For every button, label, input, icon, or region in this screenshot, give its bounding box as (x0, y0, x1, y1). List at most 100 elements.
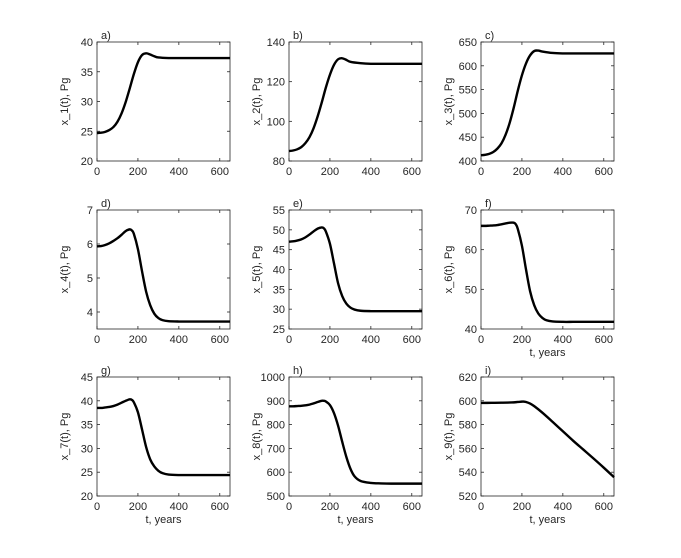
x-tick-label: 0 (94, 334, 100, 346)
y-tick-label: 6 (87, 239, 93, 251)
series-line (288, 226, 422, 313)
y-tick-label: 30 (81, 443, 93, 455)
y-tick-label: 30 (81, 97, 93, 109)
series-line (480, 221, 614, 324)
y-tick-label: 20 (81, 156, 93, 168)
y-tick-label: 620 (459, 372, 477, 384)
x-tick-label: 400 (554, 334, 572, 346)
y-tick-label: 40 (81, 396, 93, 408)
y-axis-label: x_4(t), Pg (59, 246, 71, 294)
x-tick-label: 0 (94, 501, 100, 513)
subplot-2: 0 200 400 600 80 100 120 140 b) x_2(t), Pg (251, 30, 423, 178)
x-tick-label: 0 (478, 334, 484, 346)
y-tick-label: 900 (267, 396, 285, 408)
x-axis-label: t, years (337, 514, 374, 526)
y-tick-label: 70 (465, 205, 477, 217)
x-tick-label: 600 (595, 166, 613, 178)
x-tick-label: 200 (513, 334, 531, 346)
y-tick-label: 45 (273, 245, 285, 257)
y-tick-label: 560 (459, 443, 477, 455)
x-tick-label: 200 (513, 501, 531, 513)
panel-label: b) (293, 30, 303, 42)
panel-label: f) (485, 198, 492, 210)
axes-box (96, 376, 231, 497)
x-tick-label: 400 (554, 166, 572, 178)
x-axis-label: t, years (529, 514, 566, 526)
x-tick-label: 600 (595, 334, 613, 346)
y-tick-label: 40 (465, 324, 477, 336)
y-axis-label: x_6(t), Pg (443, 246, 455, 294)
panel-label: g) (101, 365, 111, 377)
x-tick-label: 600 (403, 166, 421, 178)
y-tick-label: 35 (81, 67, 93, 79)
x-tick-label: 600 (211, 501, 229, 513)
y-axis-label: x_7(t), Pg (59, 413, 71, 461)
subplot-9: 0 200 400 600 520 540 560 580 600 620 i) x_9(t), Pg… (443, 365, 615, 526)
x-tick-label: 0 (286, 166, 292, 178)
x-tick-label: 200 (321, 334, 339, 346)
panel-label: e) (293, 198, 303, 210)
y-tick-label: 35 (273, 284, 285, 296)
y-axis-label: x_9(t), Pg (443, 413, 455, 461)
y-axis-label: x_3(t), Pg (443, 78, 455, 126)
y-tick-label: 580 (459, 420, 477, 432)
subplot-5: 0 200 400 600 25 30 35 40 45 50 55 e) x_5(t), Pg (251, 198, 423, 346)
series-line (480, 400, 615, 479)
y-axis-label: x_2(t), Pg (251, 78, 263, 126)
panel-label: c) (485, 30, 494, 42)
y-tick-label: 80 (273, 156, 285, 168)
y-tick-label: 800 (267, 420, 285, 432)
subplot-7: 0 200 400 600 20 25 30 35 40 45 g) x_7(t), Pg t, yea… (59, 365, 231, 526)
y-tick-label: 520 (459, 491, 477, 503)
y-tick-label: 700 (267, 443, 285, 455)
x-tick-label: 200 (129, 501, 147, 513)
series-line (288, 57, 422, 153)
y-tick-label: 140 (267, 37, 285, 49)
x-axis-label: t, years (529, 347, 566, 359)
x-tick-label: 0 (478, 166, 484, 178)
x-tick-label: 200 (513, 166, 531, 178)
panel-label: d) (101, 198, 111, 210)
y-tick-label: 30 (273, 304, 285, 316)
y-tick-label: 7 (87, 205, 93, 217)
y-tick-label: 540 (459, 467, 477, 479)
x-tick-label: 600 (211, 334, 229, 346)
y-tick-label: 5 (87, 273, 93, 285)
x-tick-label: 600 (403, 334, 421, 346)
x-tick-label: 400 (362, 166, 380, 178)
x-tick-label: 600 (403, 501, 421, 513)
y-axis-label: x_8(t), Pg (251, 413, 263, 461)
axes-box (96, 41, 231, 162)
y-tick-label: 55 (273, 205, 285, 217)
x-axis-label: t, years (145, 514, 182, 526)
x-tick-label: 200 (129, 334, 147, 346)
y-axis-label: x_5(t), Pg (251, 246, 263, 294)
y-tick-label: 40 (81, 37, 93, 49)
y-tick-label: 120 (267, 77, 285, 89)
y-tick-label: 600 (459, 396, 477, 408)
y-tick-label: 60 (465, 245, 477, 257)
x-tick-label: 400 (362, 334, 380, 346)
x-tick-label: 200 (321, 166, 339, 178)
y-tick-label: 40 (273, 265, 285, 277)
panel-label: i) (485, 365, 491, 377)
y-tick-label: 100 (267, 116, 285, 128)
y-tick-label: 25 (81, 467, 93, 479)
y-tick-label: 50 (465, 284, 477, 296)
axes-box (288, 41, 423, 162)
y-tick-label: 450 (459, 132, 477, 144)
x-tick-label: 600 (595, 501, 613, 513)
y-tick-label: 20 (81, 491, 93, 503)
y-tick-label: 50 (273, 225, 285, 237)
subplot-1: 0 200 400 600 20 25 30 35 40 a) x_1(t), Pg (59, 30, 231, 178)
x-tick-label: 400 (170, 334, 188, 346)
series-line (96, 398, 230, 477)
panel-label: a) (101, 30, 111, 42)
x-tick-label: 400 (362, 501, 380, 513)
x-tick-label: 200 (129, 166, 147, 178)
subplot-4: 0 200 400 600 4 5 6 7 d) x_4(t), Pg (59, 198, 231, 346)
y-tick-label: 500 (459, 108, 477, 120)
y-tick-label: 600 (459, 61, 477, 73)
x-tick-label: 0 (94, 166, 100, 178)
